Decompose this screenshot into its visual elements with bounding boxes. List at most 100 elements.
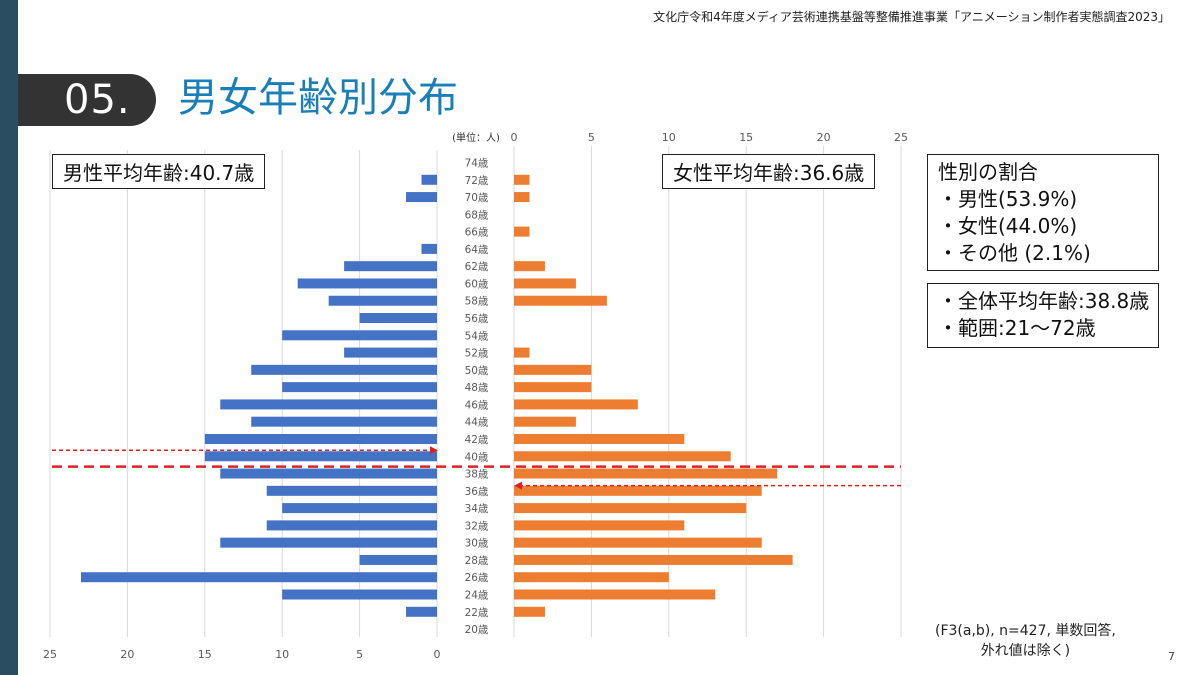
male-bar [204,433,437,444]
page-title: 男女年齢別分布 [178,75,458,121]
female-bar [514,451,731,462]
age-category-label: 54歳 [465,330,489,342]
female-bar [514,278,576,289]
male-bar [220,468,437,479]
age-category-label: 50歳 [465,365,489,377]
female-bar [514,468,778,479]
female-bar [514,606,545,617]
male-bar [297,278,437,289]
male-bar [359,313,437,324]
male-bar [251,364,437,375]
male-bar [282,503,437,514]
male-bar [282,330,437,341]
age-category-label: 40歳 [465,451,489,463]
male-bar [359,554,437,565]
age-category-label: 64歳 [465,244,489,256]
female-bar [514,520,685,531]
female-bar [514,382,592,393]
header-note: 文化庁令和4年度メディア芸術連携基盤等整備推進事業「アニメーション制作者実態調査… [653,10,1170,24]
age-category-label: 32歳 [465,520,489,532]
age-category-label: 38歳 [465,469,489,481]
female-average-arrowhead [514,481,522,490]
age-category-label: 42歳 [465,434,489,446]
male-x-tick-label: 15 [198,648,212,661]
age-category-label: 22歳 [465,607,489,619]
age-category-label: 46歳 [465,399,489,411]
age-category-label: 56歳 [465,313,489,325]
gender-ratio-box: 性別の割合 ・男性(53.9%) ・女性(44.0%) ・その他 (2.1%) [927,154,1159,271]
overall-stats-box: ・全体平均年齢:38.8歳 ・範囲:21〜72歳 [927,283,1159,348]
age-category-label: 70歳 [465,192,489,204]
female-bar [514,554,793,565]
female-bar [514,416,576,427]
unit-label: (単位：人) [452,131,500,144]
page-number: 7 [1168,650,1175,663]
sidebar-accent [0,0,18,675]
male-bar [406,192,437,203]
male-bar [282,382,437,393]
overall-range: ・範囲:21〜72歳 [938,316,1096,340]
male-bar [421,243,437,254]
age-category-label: 62歳 [465,261,489,273]
age-category-label: 74歳 [465,158,489,170]
female-x-tick-label: 15 [739,131,753,144]
male-bar [266,520,437,531]
male-average-box: 男性平均年齢:40.7歳 [52,154,266,189]
female-x-tick-label: 25 [894,131,908,144]
gender-ratio-title: 性別の割合 [938,160,1038,184]
source-note-line-2: 外れ値は除く) [980,643,1071,659]
age-category-label: 68歳 [465,209,489,221]
male-bar [344,261,437,272]
female-bar [514,399,638,410]
male-bar [204,451,437,462]
male-x-tick-label: 0 [434,648,441,661]
female-x-tick-label: 5 [588,131,595,144]
age-category-label: 24歳 [465,590,489,602]
male-bar [344,347,437,358]
female-bar [514,433,685,444]
source-note: (F3(a,b), n=427, 単数回答, 外れ値は除く) [935,621,1116,661]
male-bar [421,174,437,185]
male-x-tick-label: 5 [356,648,363,661]
age-category-label: 66歳 [465,227,489,239]
source-note-line-1: (F3(a,b), n=427, 単数回答, [935,623,1116,639]
female-x-tick-label: 20 [817,131,831,144]
age-category-label: 20歳 [465,624,489,636]
male-bar [80,572,438,583]
female-x-tick-label: 10 [662,131,676,144]
female-bar [514,226,530,237]
male-x-tick-label: 20 [120,648,134,661]
age-category-label: 28歳 [465,555,489,567]
female-bar [514,192,530,203]
male-bar [282,589,437,600]
male-bar [251,416,437,427]
female-bar [514,261,545,272]
age-category-label: 60歳 [465,278,489,290]
male-x-tick-label: 10 [275,648,289,661]
gender-ratio-male: ・男性(53.9%) [938,187,1078,211]
female-bar [514,485,762,496]
overall-average: ・全体平均年齢:38.8歳 [938,289,1150,313]
male-bar [220,537,437,548]
female-bar [514,537,762,548]
female-bar [514,295,607,306]
female-average-box: 女性平均年齢:36.6歳 [662,154,876,189]
age-category-label: 44歳 [465,417,489,429]
female-bar [514,174,530,185]
female-bar [514,572,669,583]
female-x-tick-label: 0 [511,131,518,144]
age-category-label: 34歳 [465,503,489,515]
age-category-label: 48歳 [465,382,489,394]
age-category-label: 52歳 [465,348,489,360]
age-category-label: 36歳 [465,486,489,498]
female-bar [514,589,716,600]
female-bar [514,347,530,358]
section-number: 05. [18,74,156,126]
gender-ratio-female: ・女性(44.0%) [938,214,1078,238]
male-average-arrowhead [430,446,438,455]
male-bar [328,295,437,306]
male-x-tick-label: 25 [43,648,57,661]
male-bar [406,606,437,617]
male-bar [220,399,437,410]
